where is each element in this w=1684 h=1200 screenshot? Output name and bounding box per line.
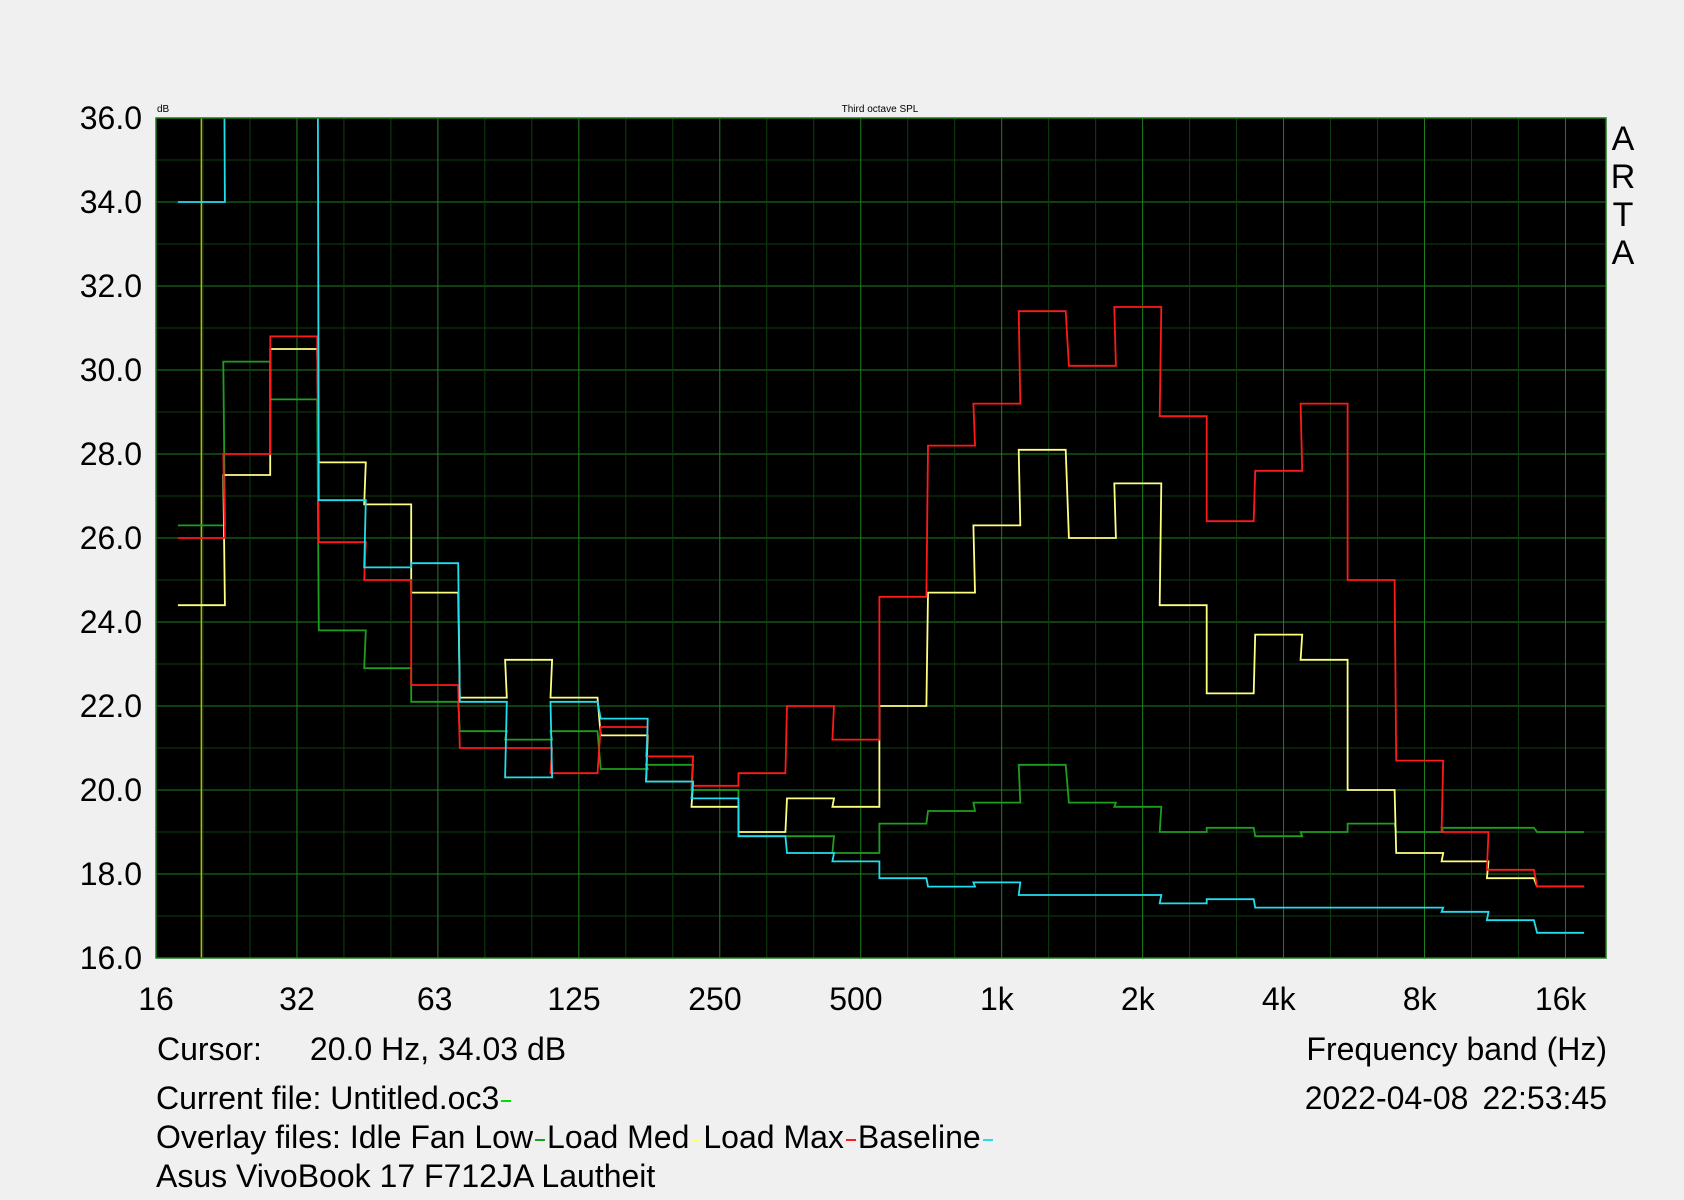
series-group — [177, 118, 1585, 934]
date: 2022-04-08 — [1304, 1080, 1469, 1116]
plot-border — [155, 117, 1607, 959]
overlay-files-line: Overlay files: Idle Fan Low Load Med Load … — [156, 1121, 995, 1153]
overlay-swatch-3 — [982, 1138, 993, 1141]
y-tick-label: 30.0 — [80, 352, 142, 388]
chart-title: Third octave SPL — [842, 104, 919, 115]
series-line-3 — [177, 118, 1585, 934]
cursor-value: 20.0 Hz, 34.03 dB — [309, 1031, 567, 1067]
cursor-label: Cursor: — [157, 1031, 262, 1067]
overlay-swatch-2 — [845, 1138, 856, 1141]
overlay-file-0: Idle Fan Low — [349, 1119, 534, 1155]
time: 22:53:45 — [1482, 1080, 1607, 1116]
current-file-color-swatch — [501, 1099, 512, 1102]
watermark-letter: A — [1612, 234, 1635, 272]
y-tick-label: 18.0 — [80, 856, 142, 892]
x-tick-label: 16 — [138, 981, 174, 1017]
x-tick-label: 32 — [279, 981, 315, 1017]
timestamp: 2022-04-08 22:53:45 — [1305, 1082, 1607, 1114]
current-file-name: Untitled.oc3 — [330, 1080, 500, 1116]
series-line-2 — [177, 306, 1585, 888]
y-unit-label: dB — [157, 104, 170, 115]
y-tick-label: 16.0 — [80, 940, 142, 976]
x-tick-labels: 16 32 63 125 250 500 1k 2k 4k 8k 16k — [138, 981, 1587, 1017]
overlay-label: Overlay files: — [156, 1119, 341, 1155]
y-tick-label: 20.0 — [80, 772, 142, 808]
x-tick-label: 500 — [829, 981, 882, 1017]
series-line-0 — [177, 360, 1585, 854]
overlay-file-2: Load Max — [703, 1119, 844, 1155]
series-line-1 — [177, 348, 1585, 888]
y-tick-label: 34.0 — [80, 184, 142, 220]
y-tick-label: 26.0 — [80, 520, 142, 556]
x-tick-label: 2k — [1121, 981, 1156, 1017]
current-file-label: Current file: — [156, 1080, 322, 1116]
x-tick-label: 4k — [1262, 981, 1297, 1017]
y-tick-label: 28.0 — [80, 436, 142, 472]
x-tick-label: 16k — [1535, 981, 1588, 1017]
watermark-letter: R — [1611, 158, 1636, 196]
y-tick-labels: 36.0 34.0 32.0 30.0 28.0 26.0 24.0 22.0 20.0 18.0… — [80, 100, 142, 976]
x-tick-label: 250 — [688, 981, 741, 1017]
overlay-file-3: Baseline — [857, 1119, 981, 1155]
x-tick-label: 8k — [1403, 981, 1438, 1017]
x-tick-label: 1k — [980, 981, 1015, 1017]
x-tick-label: 125 — [547, 981, 600, 1017]
overlay-swatch-1 — [691, 1138, 702, 1141]
x-tick-label: 63 — [417, 981, 453, 1017]
x-axis-label: Frequency band (Hz) — [1306, 1031, 1607, 1067]
y-tick-label: 24.0 — [80, 604, 142, 640]
y-tick-label: 36.0 — [80, 100, 142, 136]
y-tick-label: 32.0 — [80, 268, 142, 304]
overlay-swatch-0 — [535, 1138, 546, 1141]
watermark-letter: A — [1612, 120, 1635, 158]
current-file-line: Current file: Untitled.oc3 — [156, 1082, 513, 1114]
overlay-file-1: Load Med — [547, 1119, 690, 1155]
y-tick-label: 22.0 — [80, 688, 142, 724]
watermark-letter: T — [1613, 196, 1634, 234]
cursor-readout: Cursor: 20.0 Hz, 34.03 dB — [157, 1033, 566, 1065]
chart-caption: Asus VivoBook 17 F712JA Lautheit — [156, 1158, 656, 1194]
grid — [156, 118, 1606, 958]
